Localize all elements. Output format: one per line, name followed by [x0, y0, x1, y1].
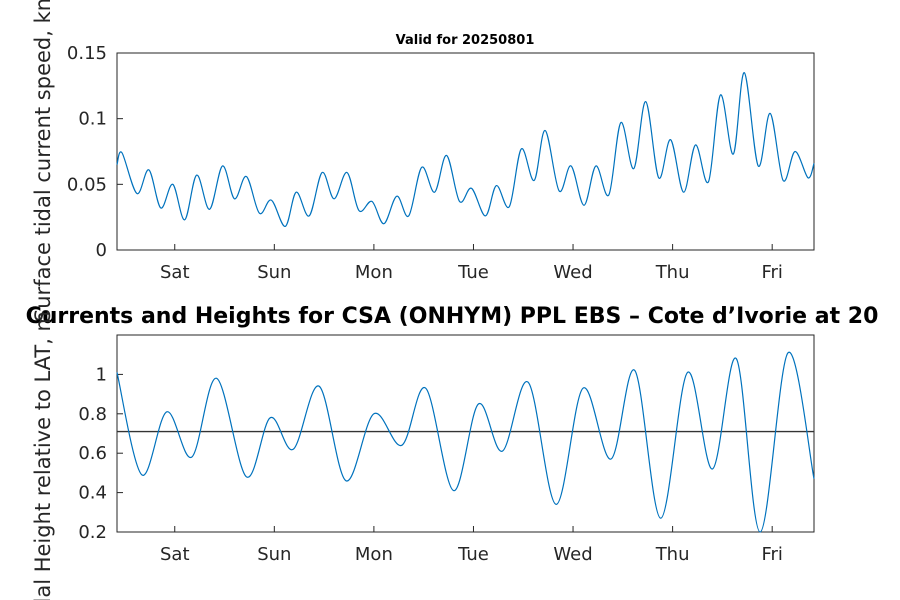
current-speed-x-tick-label: Wed	[553, 262, 592, 283]
tidal-height-y-axis-label: Tidal Height relative to LAT, m	[31, 311, 55, 600]
current-speed-x-tick-label: Fri	[761, 262, 782, 283]
current-speed-x-tick-label: Sat	[160, 262, 190, 283]
tidal-height-series-line	[116, 352, 815, 533]
tidal-height-panel: Currents and Heights for CSA (ONHYM) PPL…	[26, 304, 879, 600]
current-speed-series-line	[116, 72, 815, 228]
current-speed-y-tick-label: 0.1	[78, 109, 107, 130]
tidal-height-x-tick-label: Tue	[457, 544, 489, 565]
tidal-height-y-tick-label: 0.8	[78, 404, 107, 425]
current-speed-axes: 0 0.05 0.1 0.15 Sat Sun Mon Tue Wed Thu Fri	[67, 43, 783, 283]
current-speed-y-axis-label: Surface tidal current speed, kn	[31, 0, 55, 322]
tidal-height-x-tick-label: Sun	[257, 544, 291, 565]
current-speed-x-tick-label: Tue	[457, 262, 489, 283]
current-speed-y-tick-label: 0.15	[67, 43, 107, 64]
tidal-height-x-tick-label: Sat	[160, 544, 190, 565]
current-speed-plot-frame	[116, 52, 815, 251]
tidal-height-y-tick-label: 0.6	[78, 443, 107, 464]
tidal-height-axes: 0.2 0.4 0.6 0.8 1 Sat Sun Mon Tue Wed Thu Fri	[78, 364, 783, 565]
tidal-height-x-tick-label: Wed	[553, 544, 592, 565]
tidal-height-x-tick-label: Thu	[655, 544, 690, 565]
tidal-height-y-tick-label: 0.2	[78, 522, 107, 543]
current-speed-y-tick-label: 0	[96, 240, 107, 261]
current-speed-chart-title: Valid for 20250801	[396, 33, 535, 48]
tidal-height-y-tick-label: 0.4	[78, 483, 107, 504]
tidal-height-x-tick-label: Fri	[761, 544, 782, 565]
tidal-height-y-tick-label: 1	[96, 364, 107, 385]
current-speed-panel: Valid for 20250801 0 0.05 0.1 0.15 Sat Sun Mon…	[31, 0, 815, 322]
tidal-height-plot-frame	[116, 334, 815, 533]
tidal-height-x-tick-label: Mon	[355, 544, 393, 565]
current-speed-x-tick-label: Mon	[355, 262, 393, 283]
tidal-height-chart-title: Currents and Heights for CSA (ONHYM) PPL…	[26, 304, 879, 329]
current-speed-y-tick-label: 0.05	[67, 174, 107, 195]
current-speed-x-tick-label: Thu	[655, 262, 690, 283]
current-speed-x-tick-label: Sun	[257, 262, 291, 283]
